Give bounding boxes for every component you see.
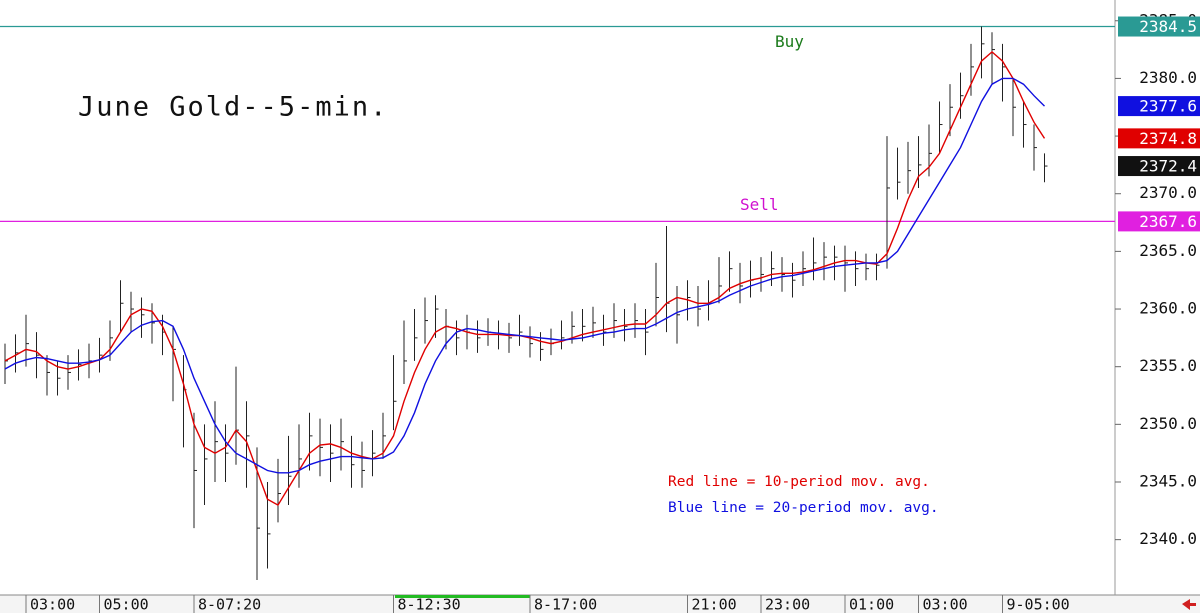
- session-highlight: [395, 595, 530, 598]
- y-tick-label: 2355.0: [1139, 356, 1197, 375]
- price-box-label: 2367.6: [1139, 212, 1197, 231]
- price-box: [1118, 96, 1200, 117]
- annotation: Blue line = 20-period mov. avg.: [668, 500, 939, 516]
- price-box-label: 2372.4: [1139, 157, 1197, 176]
- x-tick-label: 23:00: [765, 596, 810, 613]
- x-tick-label: 8-07:20: [198, 596, 261, 613]
- x-tick-label: 03:00: [30, 596, 75, 613]
- y-tick-label: 2360.0: [1139, 299, 1197, 318]
- x-tick-label: 05:00: [104, 596, 149, 613]
- x-tick-label: 01:00: [849, 596, 894, 613]
- y-tick-label: 2340.0: [1139, 529, 1197, 548]
- y-tick-label: 2370.0: [1139, 183, 1197, 202]
- price-box: [1118, 211, 1200, 232]
- moving-average: [4, 77, 1045, 474]
- price-box-label: 2384.5: [1139, 17, 1197, 36]
- price-box: [1118, 156, 1200, 177]
- scroll-arrow: [1182, 599, 1196, 610]
- level-label: Buy: [775, 32, 804, 51]
- price-box: [1118, 128, 1200, 149]
- price-box: [1118, 16, 1200, 37]
- x-tick-label: 8-12:30: [398, 596, 461, 613]
- chart-title: June Gold--5-min.: [78, 92, 388, 123]
- price-box-label: 2377.6: [1139, 97, 1197, 116]
- y-tick-label: 2345.0: [1139, 471, 1197, 490]
- price-box-label: 2374.8: [1139, 129, 1197, 148]
- annotation: Red line = 10-period mov. avg.: [668, 474, 930, 490]
- x-tick-label: 8-17:00: [534, 596, 597, 613]
- x-tick-label: 03:00: [923, 596, 968, 613]
- x-tick-label: 9-05:00: [1007, 596, 1070, 613]
- y-tick-label: 2365.0: [1139, 241, 1197, 260]
- x-axis-strip: [0, 595, 1200, 613]
- level-label: Sell: [740, 195, 779, 214]
- y-tick-label: 2380.0: [1139, 68, 1197, 87]
- x-tick-label: 21:00: [692, 596, 737, 613]
- y-tick-label: 2350.0: [1139, 414, 1197, 433]
